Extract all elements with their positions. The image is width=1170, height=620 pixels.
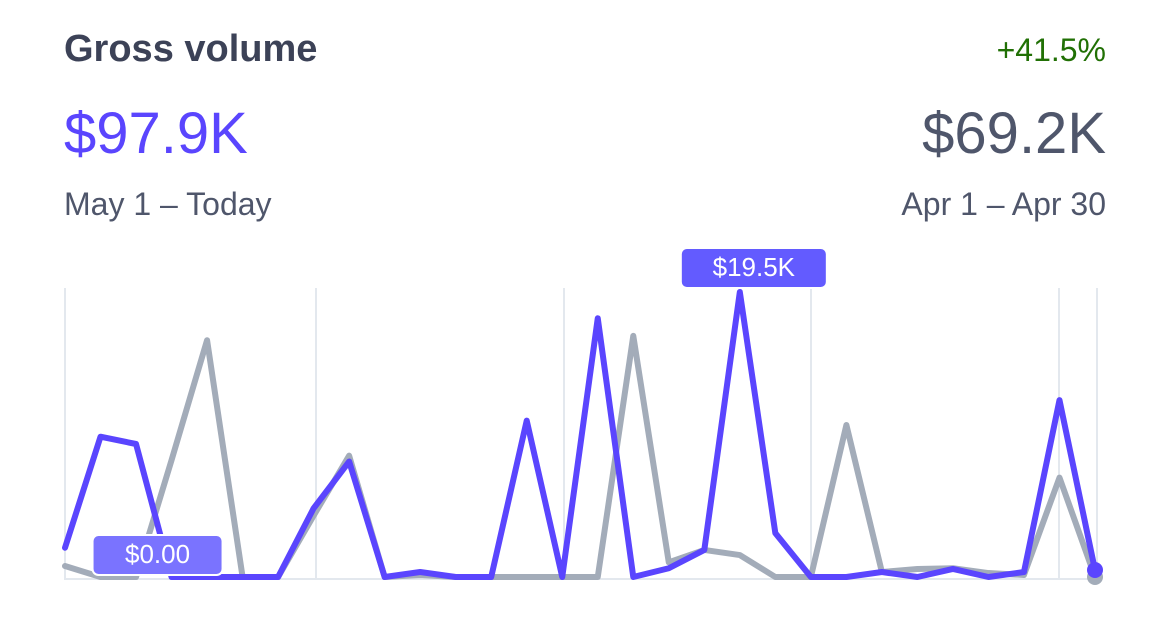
value-tooltip: $0.00 (91, 534, 224, 576)
series-line (62, 332, 1098, 580)
current-total: $97.9K (64, 101, 248, 166)
change: +41.5% (996, 32, 1106, 68)
series-line (62, 289, 1098, 580)
tooltip-box (91, 534, 224, 576)
previous-total: $69.2K (922, 101, 1106, 166)
tooltip-label: $0.00 (125, 539, 190, 569)
tooltip-box (679, 247, 828, 289)
tooltip-label: $19.5K (713, 252, 796, 282)
title: Gross volume (64, 28, 318, 70)
value-tooltip: $19.5K (679, 247, 828, 289)
end-dot (1087, 561, 1103, 578)
previous-period: Apr 1 – Apr 30 (901, 186, 1106, 222)
current-period: May 1 – Today (64, 186, 272, 222)
